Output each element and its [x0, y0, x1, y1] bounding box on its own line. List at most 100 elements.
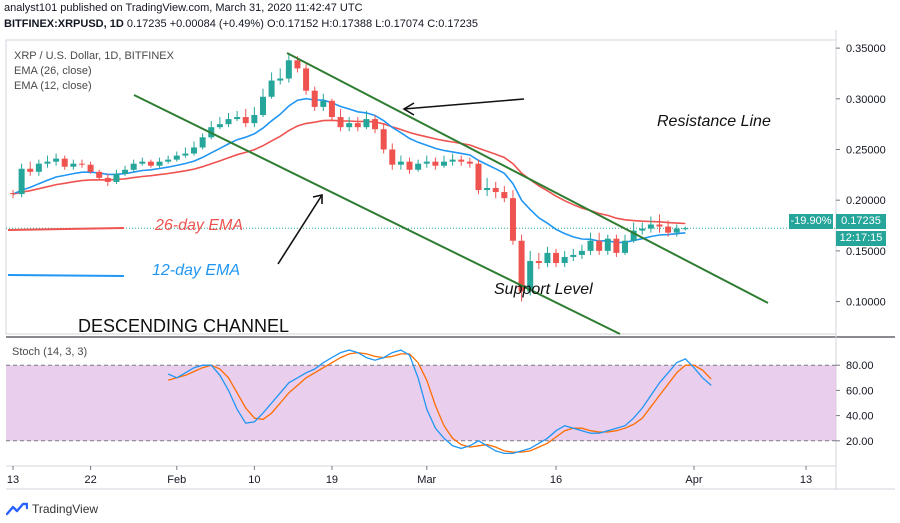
high-value: 0.17388	[332, 18, 373, 30]
price-tick-label: 0.20000	[846, 195, 886, 207]
price-tick-label: 0.15000	[846, 246, 886, 258]
candle-body	[415, 163, 422, 170]
candle-body	[613, 238, 620, 253]
candle-body	[87, 164, 94, 172]
candle-body	[311, 90, 318, 107]
candle-body	[449, 159, 456, 162]
time-tick-label: 13	[800, 474, 812, 486]
candle-body	[458, 159, 465, 162]
candle-body	[165, 159, 172, 162]
high-label: H:	[321, 18, 333, 30]
stoch-tick-label: 40.00	[846, 411, 874, 423]
candle-body	[78, 163, 85, 165]
candle-body	[518, 240, 525, 292]
candle-body	[225, 119, 232, 125]
current-price-tag: 0.17235	[836, 214, 886, 229]
footer-brand: TradingView	[32, 502, 99, 516]
time-tick-label: 10	[248, 474, 260, 486]
candle-body	[277, 78, 284, 81]
symbol-label: BITFINEX:XRPUSD, 1D	[4, 18, 124, 30]
ema12-legend-stroke	[7, 274, 125, 277]
stoch-title[interactable]: Stoch (14, 3, 3)	[12, 346, 88, 358]
candle-body	[630, 230, 637, 241]
candle-body	[156, 161, 163, 166]
candle-body	[553, 252, 560, 264]
candle-body	[337, 117, 344, 128]
time-tick-label: 16	[550, 474, 562, 486]
candle-body	[113, 173, 120, 182]
legend-ema12[interactable]: EMA (12, close)	[14, 80, 92, 92]
candle-body	[10, 193, 16, 195]
channel-annotation: DESCENDING CHANNEL	[78, 316, 290, 336]
candle-body	[604, 238, 611, 251]
last-price: 0.17235	[126, 18, 167, 30]
ema26-legend-stroke	[7, 227, 125, 231]
candle-body	[570, 254, 577, 257]
candle-body	[27, 168, 34, 172]
time-tick-label: Feb	[167, 474, 186, 486]
published-line: analyst101 published on TradingView.com,…	[4, 2, 363, 14]
footer[interactable]: TradingView	[6, 499, 98, 519]
low-label: L:	[375, 18, 385, 30]
resistance-trendline	[286, 52, 769, 304]
legend-ema26[interactable]: EMA (26, close)	[14, 65, 92, 77]
close-label: C:	[427, 18, 439, 30]
candle-body	[397, 161, 404, 165]
tradingview-logo-icon	[6, 502, 28, 516]
candle-body	[234, 117, 241, 120]
candle-body	[191, 147, 198, 154]
candle-body	[18, 168, 25, 195]
candle-body	[294, 60, 301, 69]
candle-body	[259, 96, 266, 116]
candle-body	[147, 161, 154, 166]
candle-body	[587, 240, 594, 251]
candle-body	[139, 161, 146, 164]
candle-body	[354, 123, 361, 128]
candle-body	[44, 161, 51, 164]
candle-body	[182, 153, 189, 156]
candle-body	[130, 163, 137, 170]
countdown-tag: 12:17:15	[836, 231, 886, 246]
candle-body	[441, 161, 447, 166]
arrow-head	[402, 102, 415, 116]
candle-body	[242, 117, 249, 124]
stoch-tick-label: 20.00	[846, 436, 874, 448]
candle-body	[561, 256, 568, 264]
candle-body	[544, 252, 551, 264]
arrow-head	[312, 194, 323, 204]
candle-body	[673, 228, 680, 233]
support-annotation: Support Level	[494, 281, 593, 298]
time-tick-label: 13	[7, 474, 19, 486]
candle-body	[484, 188, 491, 191]
candle-body	[682, 228, 689, 230]
low-value: 0.17074	[384, 18, 425, 30]
stoch-tick-label: 80.00	[846, 360, 874, 372]
price-tick-label: 0.10000	[846, 297, 886, 309]
candle-body	[665, 226, 672, 233]
candle-body	[389, 149, 396, 165]
legend-title: XRP / U.S. Dollar, 1D, BITFINEX	[14, 50, 174, 62]
candle-body	[372, 119, 379, 130]
candle-body	[578, 250, 585, 255]
arrow-to-channel	[277, 194, 323, 265]
candle-body	[173, 155, 180, 160]
change-value: +0.00084 (+0.49%)	[169, 18, 264, 30]
stoch-k-line	[167, 349, 712, 455]
candle-body	[363, 119, 370, 128]
pct-tag: -19.90%	[789, 214, 833, 229]
price-tick-label: 0.25000	[846, 144, 886, 156]
ema26-annotation: 26-day EMA	[155, 217, 244, 234]
candle-body	[380, 129, 387, 150]
price-tick-label: 0.35000	[846, 43, 886, 55]
arrow-to-resistance	[403, 98, 525, 110]
candle-body	[199, 137, 206, 148]
candle-body	[122, 169, 129, 174]
channel-lower-trendline	[133, 94, 621, 335]
candle-body	[70, 163, 77, 167]
stoch-band	[6, 365, 836, 441]
candle-body	[535, 261, 542, 264]
candle-body	[320, 100, 327, 107]
stoch-tick-label: 60.00	[846, 385, 874, 397]
candle-body	[656, 224, 663, 227]
